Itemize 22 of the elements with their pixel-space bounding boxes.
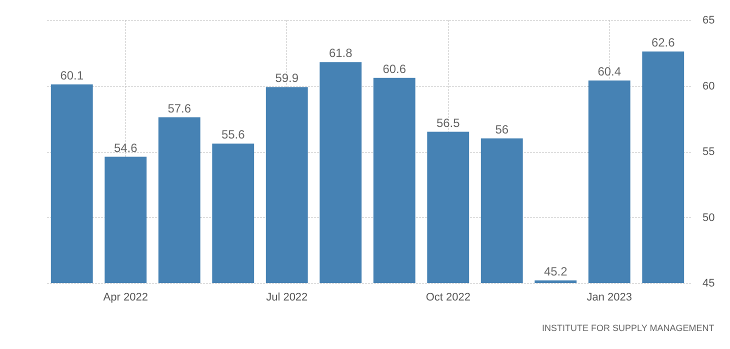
y-tick-label: 50 [702, 212, 715, 224]
data-label: 62.6 [651, 36, 676, 50]
x-tick-label: Jan 2023 [586, 292, 632, 304]
data-label: 60.4 [598, 64, 622, 78]
data-label: 56.5 [436, 116, 460, 130]
data-label: 45.2 [544, 264, 568, 278]
data-label: 54.6 [114, 140, 138, 155]
data-label: 56 [495, 122, 509, 136]
data-label: 57.6 [168, 101, 192, 116]
x-tick-label: Apr 2022 [103, 292, 148, 304]
y-tick-label: 60 [702, 80, 715, 92]
data-label: 59.9 [275, 71, 299, 86]
y-tick-label: 45 [702, 278, 715, 290]
data-label: 60.1 [60, 68, 84, 82]
y-tick-label: 55 [702, 146, 715, 158]
x-tick-label: Oct 2022 [426, 292, 470, 304]
data-label: 60.6 [382, 62, 406, 76]
data-label: 61.8 [328, 46, 353, 60]
x-tick-label: Jul 2022 [266, 292, 308, 304]
text: INSTITUTE FOR SUPPLY MANAGEMENT [542, 323, 715, 333]
data-label: 55.6 [221, 128, 246, 142]
y-tick-label: 65 [702, 14, 715, 26]
